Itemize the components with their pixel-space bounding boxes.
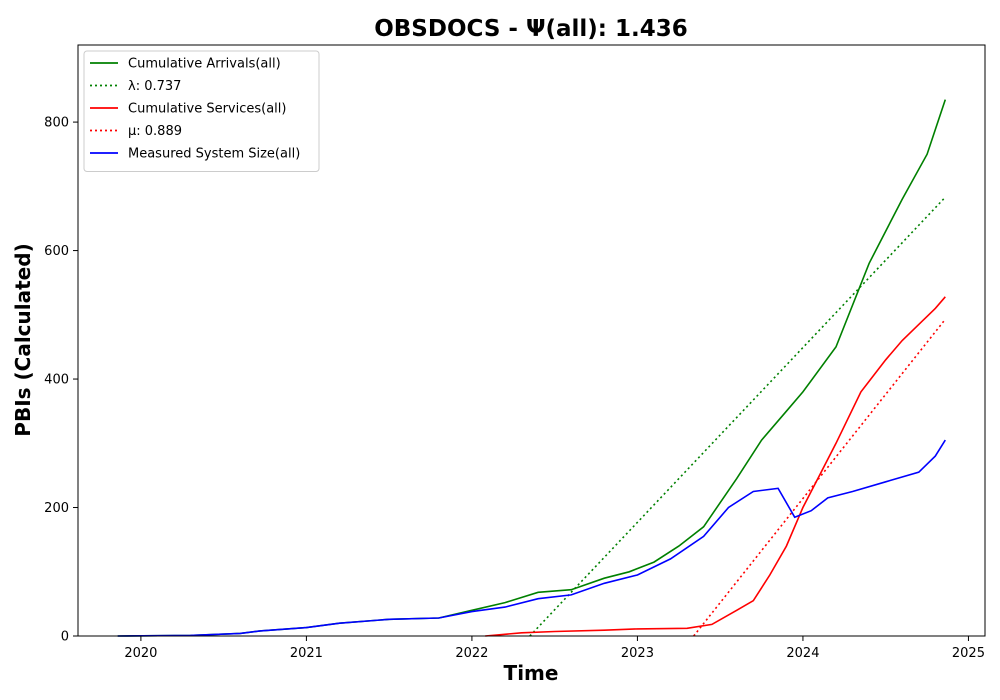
y-tick-label: 600 bbox=[44, 244, 69, 259]
series-line-2 bbox=[485, 296, 946, 637]
x-tick-label: 2021 bbox=[290, 646, 323, 661]
series-line-1 bbox=[529, 196, 946, 637]
series-line-3 bbox=[693, 318, 946, 637]
x-tick-label: 2025 bbox=[952, 646, 985, 661]
y-tick-label: 400 bbox=[44, 373, 69, 388]
legend-entry-label: μ: 0.889 bbox=[128, 124, 182, 139]
x-axis: 2020 2021 2022 2023 2024 2025 bbox=[124, 636, 985, 661]
plot-frame bbox=[77, 44, 986, 637]
legend-entry-label: Measured System Size(all) bbox=[128, 147, 300, 162]
y-tick-label: 0 bbox=[61, 630, 69, 645]
x-tick-label: 2022 bbox=[455, 646, 488, 661]
x-tick-label: 2023 bbox=[621, 646, 654, 661]
legend-box bbox=[83, 50, 320, 172]
legend: Cumulative Arrivals(all) λ: 0.737 Cumulati… bbox=[83, 50, 320, 172]
series-line-0 bbox=[117, 99, 947, 637]
x-tick-label: 2020 bbox=[124, 646, 157, 661]
legend-entry-label: Cumulative Services(all) bbox=[128, 102, 286, 117]
y-tick-label: 800 bbox=[44, 116, 69, 131]
y-axis: 0 200 400 600 800 bbox=[44, 116, 78, 645]
x-tick-label: 2024 bbox=[786, 646, 819, 661]
series-line-4 bbox=[117, 439, 946, 637]
legend-entry-label: Cumulative Arrivals(all) bbox=[128, 57, 281, 72]
y-axis-label: PBIs (Calculated) bbox=[11, 243, 35, 436]
y-tick-label: 200 bbox=[44, 501, 69, 516]
plot-area bbox=[77, 44, 986, 637]
legend-entry-label: λ: 0.737 bbox=[128, 79, 181, 94]
x-axis-label: Time bbox=[504, 661, 559, 685]
chart-title: OBSDOCS - Ψ(all): 1.436 bbox=[374, 16, 688, 42]
